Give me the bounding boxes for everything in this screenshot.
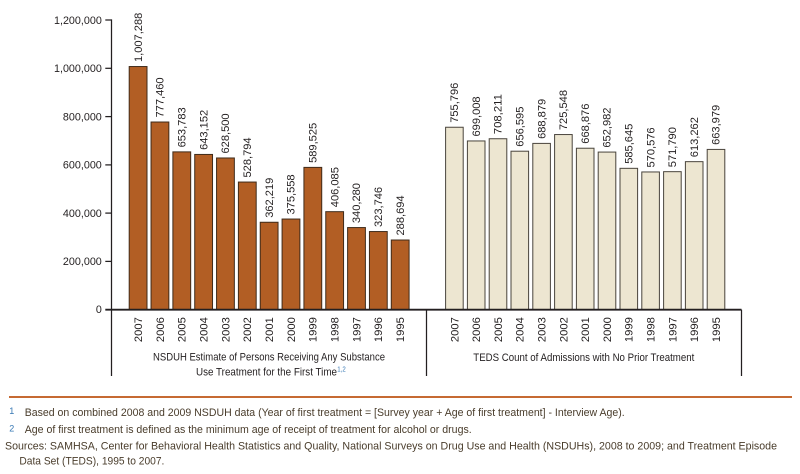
svg-text:TEDS Count of Admissions with: TEDS Count of Admissions with No Prior T… [473, 352, 694, 364]
svg-text:585,645: 585,645 [624, 124, 636, 164]
svg-text:643,152: 643,152 [198, 110, 210, 150]
svg-text:755,796: 755,796 [449, 83, 461, 123]
svg-text:375,558: 375,558 [286, 174, 298, 214]
svg-text:800,000: 800,000 [63, 111, 102, 123]
svg-text:777,460: 777,460 [155, 77, 167, 117]
svg-text:656,595: 656,595 [515, 107, 527, 147]
svg-text:613,262: 613,262 [689, 117, 701, 157]
svg-text:1998: 1998 [330, 317, 342, 342]
svg-text:2: 2 [9, 424, 14, 434]
svg-text:2003: 2003 [220, 317, 232, 342]
svg-text:Age of first treatment is defi: Age of first treatment is defined as the… [25, 424, 472, 436]
svg-text:2004: 2004 [199, 317, 211, 342]
svg-text:362,219: 362,219 [264, 178, 276, 218]
svg-text:2001: 2001 [580, 317, 592, 342]
svg-text:1999: 1999 [624, 317, 636, 342]
svg-text:528,794: 528,794 [242, 137, 254, 177]
svg-text:688,879: 688,879 [536, 99, 548, 139]
svg-text:708,211: 708,211 [493, 94, 505, 134]
svg-text:653,783: 653,783 [177, 107, 189, 147]
svg-text:1,2: 1,2 [337, 364, 346, 373]
svg-text:668,876: 668,876 [580, 104, 592, 144]
svg-text:1,200,000: 1,200,000 [54, 15, 102, 27]
svg-text:1998: 1998 [646, 317, 658, 342]
svg-text:1995: 1995 [711, 317, 723, 342]
svg-text:400,000: 400,000 [63, 208, 102, 220]
svg-text:600,000: 600,000 [63, 160, 102, 172]
svg-text:699,008: 699,008 [471, 96, 483, 136]
svg-text:2007: 2007 [449, 317, 461, 342]
svg-text:571,790: 571,790 [667, 127, 679, 167]
svg-text:1996: 1996 [373, 317, 385, 342]
svg-text:1996: 1996 [689, 317, 701, 342]
svg-text:2003: 2003 [537, 317, 549, 342]
svg-text:2000: 2000 [286, 317, 298, 342]
svg-text:652,982: 652,982 [602, 108, 614, 148]
svg-text:2005: 2005 [493, 317, 505, 342]
svg-text:1995: 1995 [395, 317, 407, 342]
svg-text:725,548: 725,548 [558, 90, 570, 130]
svg-text:2002: 2002 [242, 317, 254, 342]
svg-text:570,576: 570,576 [645, 127, 657, 167]
svg-text:1,007,288: 1,007,288 [133, 13, 145, 62]
svg-text:1: 1 [9, 406, 14, 416]
svg-text:1999: 1999 [308, 317, 320, 342]
svg-text:Data Set (TEDS), 1995 to 2007.: Data Set (TEDS), 1995 to 2007. [19, 456, 164, 468]
svg-text:2002: 2002 [558, 317, 570, 342]
svg-text:1,000,000: 1,000,000 [54, 63, 102, 75]
svg-text:663,979: 663,979 [711, 105, 723, 145]
svg-text:406,085: 406,085 [329, 167, 341, 207]
svg-text:Based on combined 2008 and 200: Based on combined 2008 and 2009 NSDUH da… [25, 407, 625, 419]
svg-text:288,694: 288,694 [395, 195, 407, 235]
svg-text:200,000: 200,000 [63, 256, 102, 268]
svg-text:589,525: 589,525 [308, 123, 320, 163]
svg-text:2004: 2004 [515, 317, 527, 342]
svg-text:628,500: 628,500 [220, 113, 232, 153]
svg-text:Use Treatment for the First Ti: Use Treatment for the First Time [196, 367, 337, 379]
svg-text:340,280: 340,280 [351, 183, 363, 223]
svg-text:Sources: SAMHSA, Center for Be: Sources: SAMHSA, Center for Behavioral H… [5, 441, 777, 453]
svg-text:0: 0 [96, 304, 102, 316]
svg-text:1997: 1997 [667, 317, 679, 342]
svg-text:1997: 1997 [351, 317, 363, 342]
svg-text:2001: 2001 [264, 317, 276, 342]
svg-text:2006: 2006 [471, 317, 483, 342]
svg-text:2005: 2005 [177, 317, 189, 342]
svg-text:NSDUH Estimate of Persons Rece: NSDUH Estimate of Persons Receiving Any … [153, 352, 385, 364]
svg-text:2006: 2006 [155, 317, 167, 342]
svg-text:2000: 2000 [602, 317, 614, 342]
svg-text:323,746: 323,746 [373, 187, 385, 227]
svg-text:2007: 2007 [133, 317, 145, 342]
